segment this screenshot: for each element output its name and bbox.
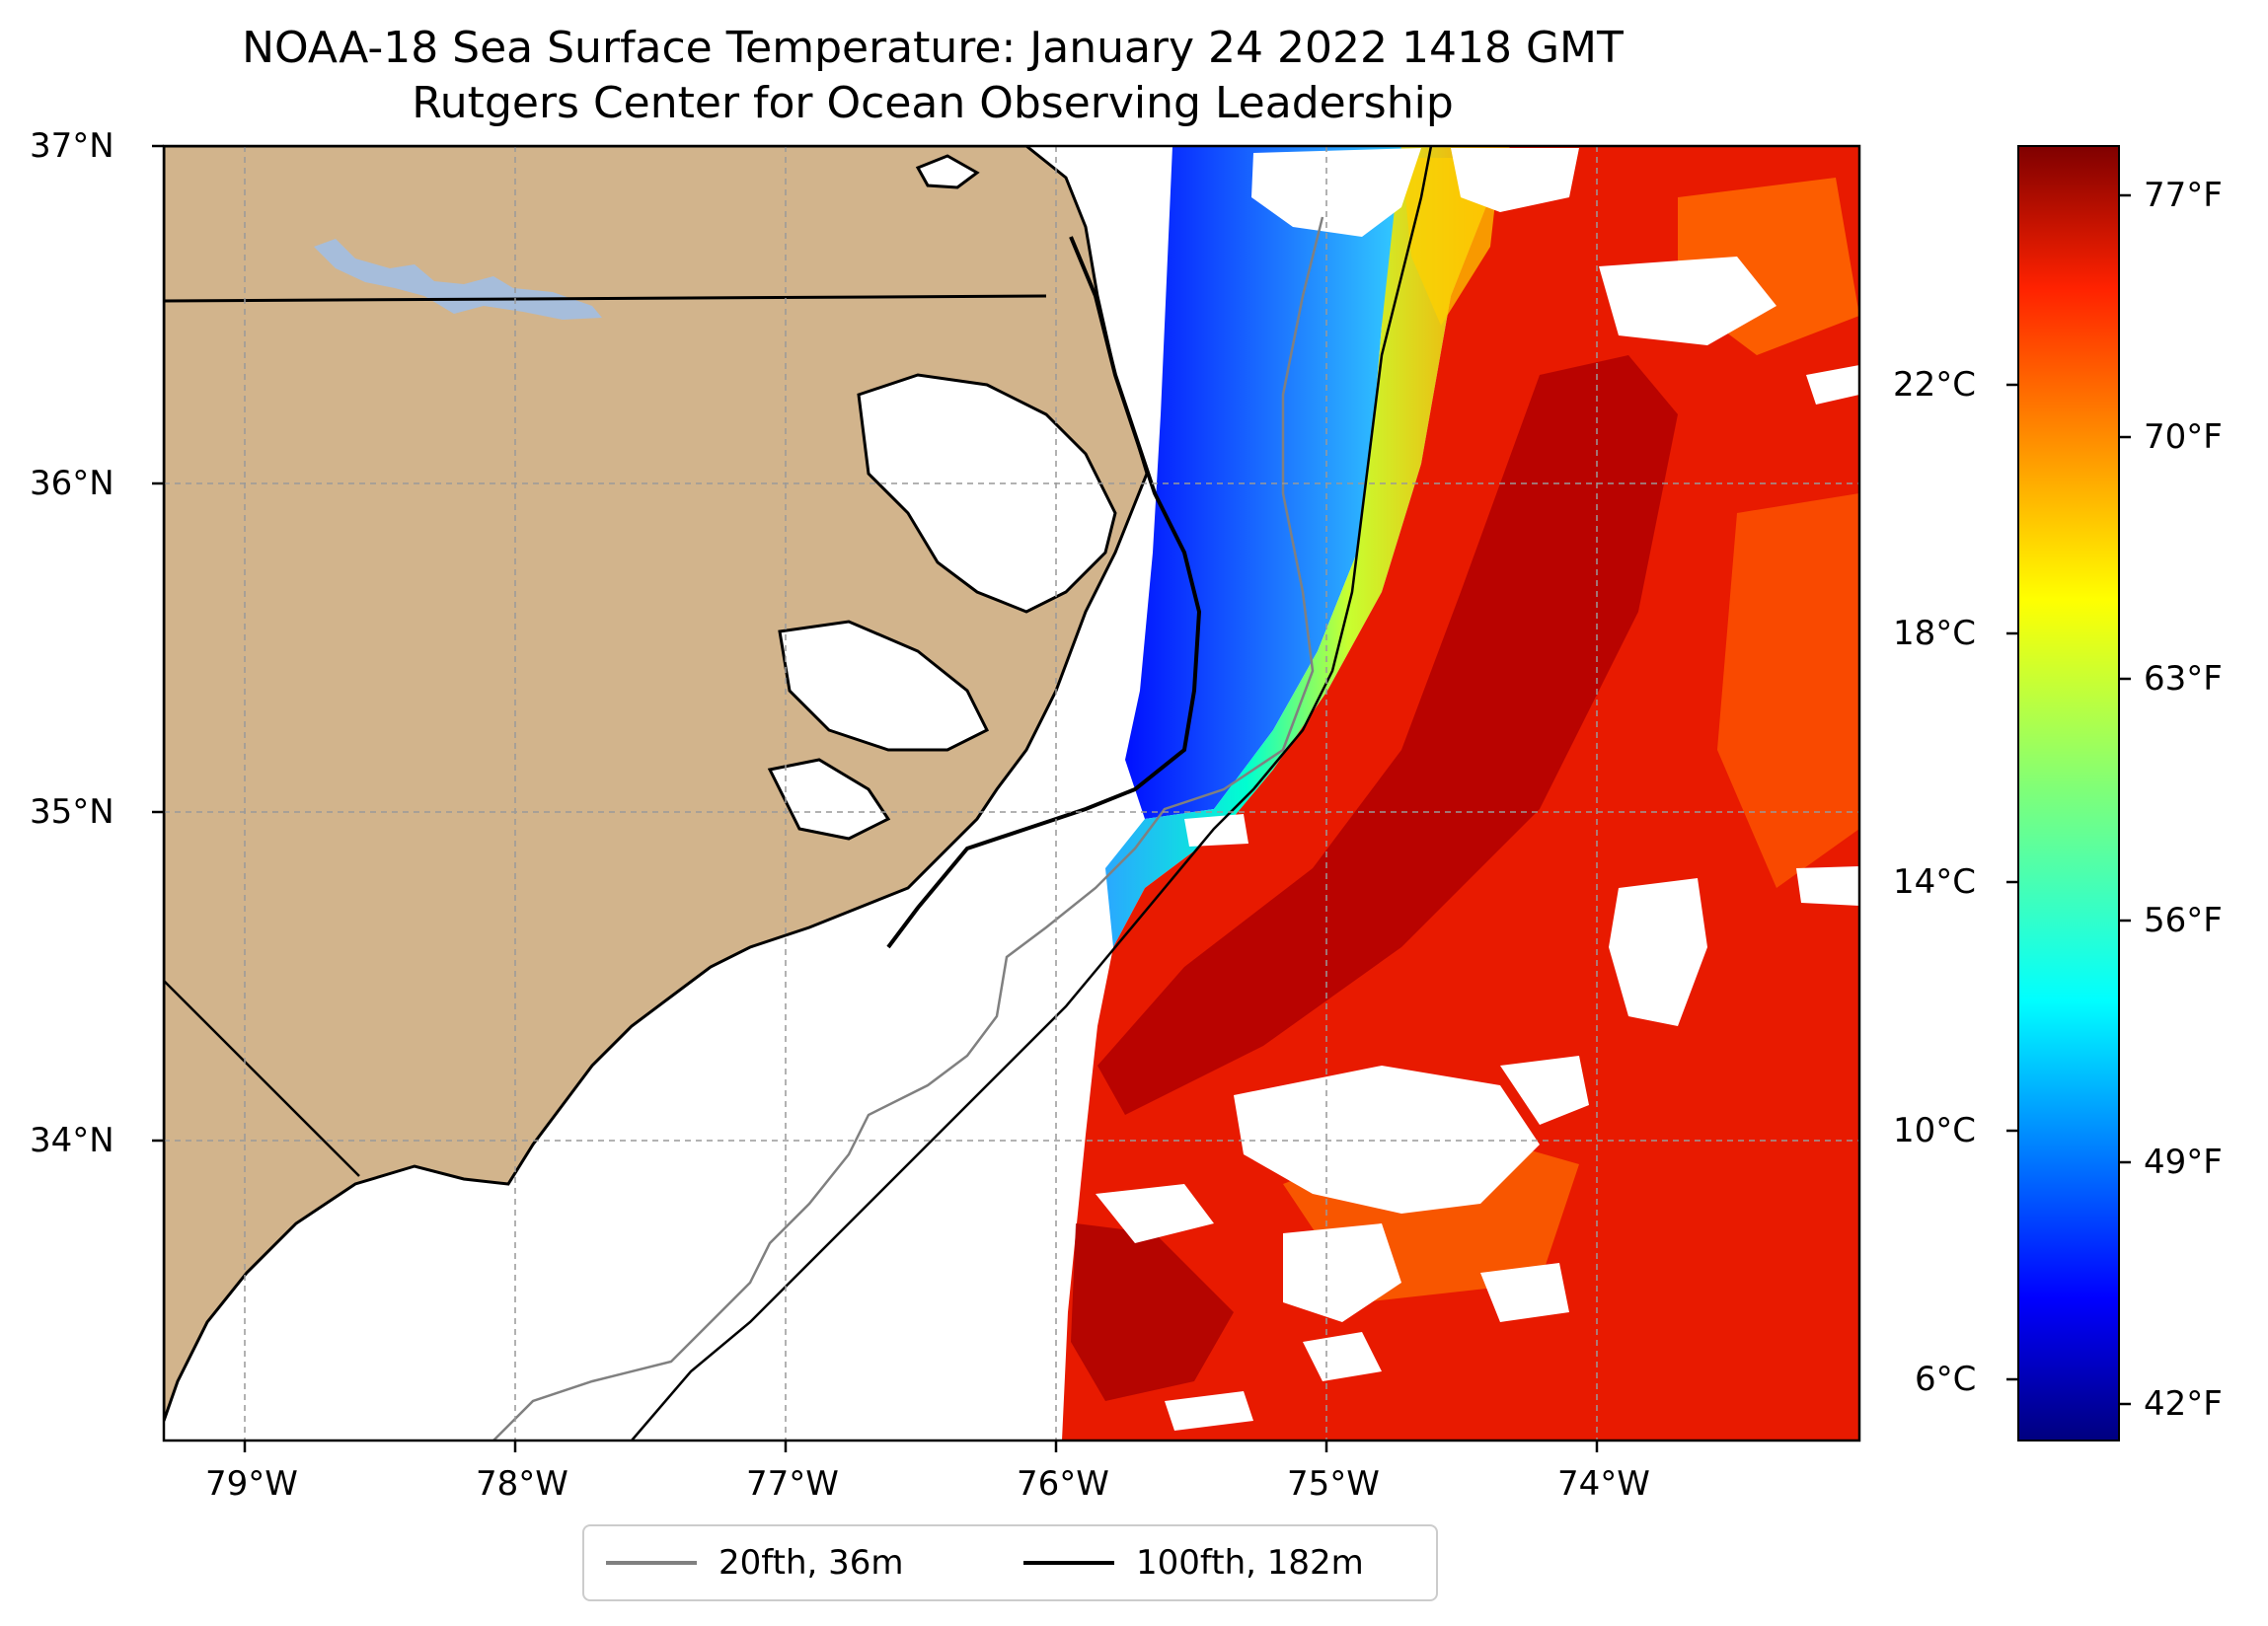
colorbar-fahrenheit-label: 42°F <box>2144 1384 2223 1424</box>
colorbar-fahrenheit-label: 56°F <box>2144 901 2223 940</box>
gridlines <box>164 146 1859 1441</box>
map-title: NOAA-18 Sea Surface Temperature: January… <box>242 23 1624 73</box>
legend-item-100fth: 100fth, 182m <box>1023 1526 1364 1599</box>
lat-tick-label: 34°N <box>30 1121 114 1160</box>
lat-tick-label: 37°N <box>30 126 114 166</box>
colorbar-fahrenheit-label: 49°F <box>2144 1143 2223 1182</box>
lon-tick-label: 74°W <box>1557 1464 1650 1504</box>
cloud-mask <box>1096 148 1859 1431</box>
colorbar-celsius-label: 18°C <box>1893 614 1977 653</box>
colorbar-fahrenheit-label: 77°F <box>2144 176 2223 215</box>
outer-banks <box>886 236 1202 949</box>
legend-swatch-gray-line <box>606 1561 697 1565</box>
state-border-nc-sc <box>164 980 360 1177</box>
colorbar-ticks <box>2006 193 2131 1406</box>
lon-tick-label: 78°W <box>476 1464 568 1504</box>
sst-orange-east <box>1717 493 1859 888</box>
legend-item-20fth: 20fth, 36m <box>606 1526 904 1599</box>
isobath-100fth <box>631 146 1433 1441</box>
colorbar-celsius-label: 14°C <box>1893 862 1977 902</box>
lat-tick-label: 36°N <box>30 464 114 503</box>
lon-tick-label: 75°W <box>1287 1464 1380 1504</box>
legend-swatch-black-line <box>1023 1561 1114 1565</box>
legend-label: 100fth, 182m <box>1136 1543 1364 1583</box>
legend-label: 20fth, 36m <box>718 1543 904 1583</box>
legend: 20fth, 36m 100fth, 182m <box>582 1524 1438 1601</box>
colorbar-fahrenheit-label: 63°F <box>2144 659 2223 699</box>
map-subtitle: Rutgers Center for Ocean Observing Leade… <box>412 78 1454 128</box>
colorbar-fahrenheit-label: 70°F <box>2144 417 2223 457</box>
map-panel <box>164 146 1859 1441</box>
sst-core-south <box>1071 1223 1234 1401</box>
colorbar-celsius-label: 6°C <box>1915 1360 1977 1399</box>
lon-tick-label: 79°W <box>205 1464 298 1504</box>
lon-tick-label: 77°W <box>746 1464 839 1504</box>
sst-gulf-stream-core <box>1097 355 1678 1115</box>
lat-tick-label: 35°N <box>30 792 114 832</box>
sst-swath <box>1062 146 1859 1441</box>
map-frame <box>162 144 1861 1442</box>
colorbar <box>2017 145 2120 1441</box>
state-border-va-nc <box>164 294 1047 303</box>
colorbar-celsius-label: 10°C <box>1893 1111 1977 1150</box>
axis-ticks <box>152 144 1599 1452</box>
colorbar-celsius-label: 22°C <box>1893 365 1977 405</box>
isobath-20fth <box>492 216 1324 1441</box>
sounds <box>767 154 1117 841</box>
lon-tick-label: 76°W <box>1017 1464 1109 1504</box>
sst-front <box>1105 146 1510 947</box>
